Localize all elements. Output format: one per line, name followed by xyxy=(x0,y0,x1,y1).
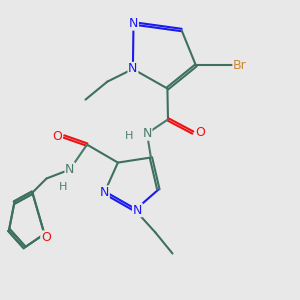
Text: N: N xyxy=(142,127,152,140)
Text: N: N xyxy=(100,186,109,199)
Text: N: N xyxy=(128,62,138,76)
Text: N: N xyxy=(65,163,75,176)
Text: O: O xyxy=(52,130,62,143)
Text: O: O xyxy=(196,126,205,139)
Text: H: H xyxy=(59,182,67,192)
Text: Br: Br xyxy=(233,59,247,72)
Text: N: N xyxy=(133,203,142,217)
Text: O: O xyxy=(41,231,51,244)
Text: H: H xyxy=(125,130,133,141)
Text: N: N xyxy=(129,17,138,30)
